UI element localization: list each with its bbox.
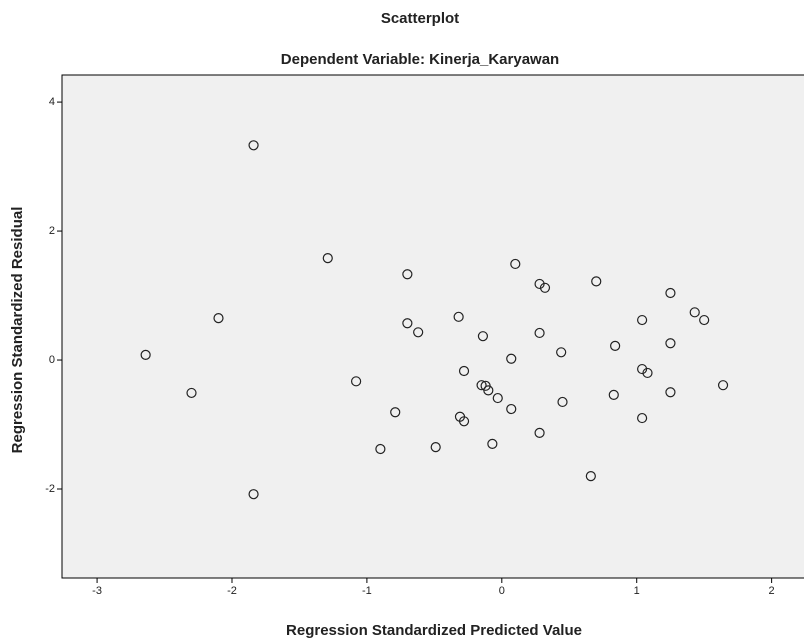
- x-tick-label: -1: [362, 585, 372, 597]
- chart-subtitle: Dependent Variable: Kinerja_Karyawan: [281, 51, 559, 68]
- y-tick-label: 0: [49, 354, 55, 366]
- x-tick-label: -2: [227, 585, 237, 597]
- x-tick-label: 0: [499, 585, 505, 597]
- x-tick-label: 2: [769, 585, 775, 597]
- page: Scatterplot Dependent Variable: Kinerja_…: [0, 0, 804, 642]
- x-axis-label: Regression Standardized Predicted Value: [286, 622, 582, 639]
- y-tick-label: 4: [49, 96, 55, 108]
- x-tick-label: 1: [634, 585, 640, 597]
- x-tick-label: -3: [92, 585, 102, 597]
- chart-title: Scatterplot: [381, 10, 459, 27]
- plot-area: [62, 75, 804, 578]
- chart: Scatterplot Dependent Variable: Kinerja_…: [0, 0, 804, 642]
- y-tick-label: -2: [45, 483, 55, 495]
- y-tick-label: 2: [49, 225, 55, 237]
- y-axis-label: Regression Standardized Residual: [9, 207, 26, 454]
